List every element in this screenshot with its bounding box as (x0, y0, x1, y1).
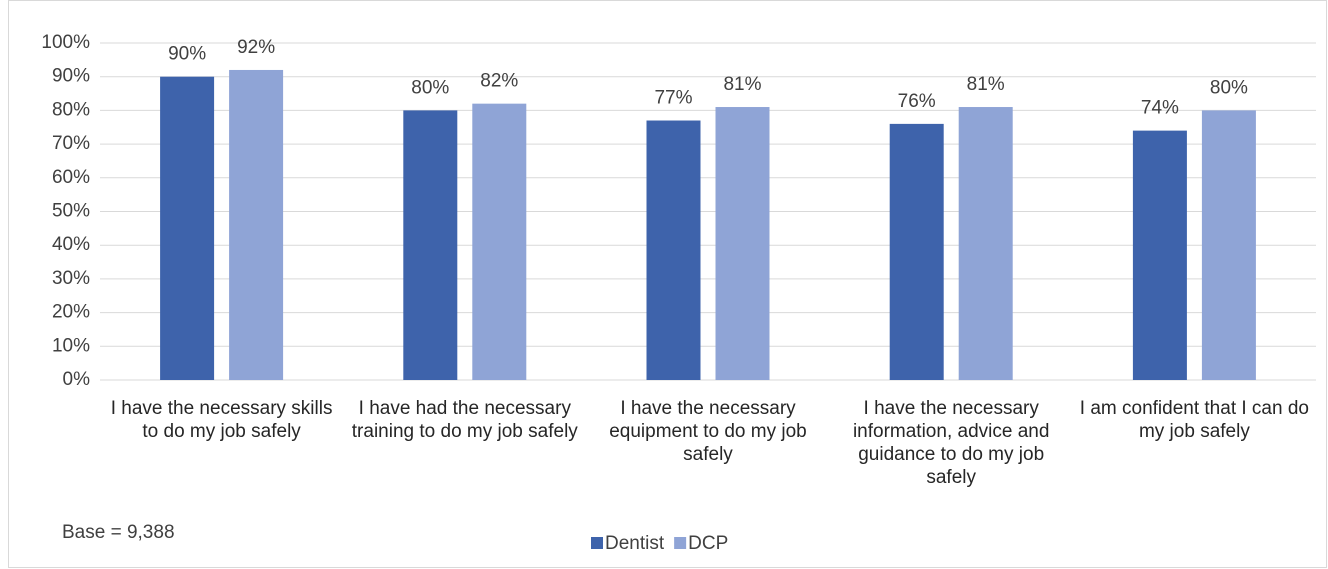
x-tick-label: I have the necessary information, advice… (852, 398, 1050, 488)
chart-border (8, 0, 1327, 568)
legend-swatch (674, 537, 687, 549)
y-tick-label: 50% (52, 201, 90, 222)
bar (646, 120, 701, 380)
x-tick-label: I have the necessary skills to do my job… (110, 398, 333, 442)
data-label: 77% (654, 88, 692, 109)
bar (1201, 110, 1256, 381)
x-tick-label: I have had the necessary training to do … (351, 398, 578, 442)
bar (229, 69, 284, 381)
y-tick-label: 70% (52, 133, 90, 154)
bar (958, 107, 1013, 380)
y-tick-label: 10% (52, 335, 90, 356)
legend-label: DCP (688, 533, 728, 554)
y-tick-label: 80% (52, 99, 90, 120)
bar (889, 123, 944, 380)
y-tick-label: 90% (52, 66, 90, 87)
bar (403, 110, 458, 381)
data-label: 82% (480, 71, 518, 92)
annotation: Base = 9,388 (62, 522, 175, 543)
bar (472, 103, 527, 380)
y-tick-label: 60% (52, 167, 90, 188)
legend-swatch (591, 537, 603, 549)
y-tick-label: 40% (52, 234, 90, 255)
data-label: 80% (411, 77, 449, 98)
bar (1132, 130, 1187, 380)
y-tick-label: 100% (41, 32, 90, 53)
data-label: 81% (967, 74, 1005, 95)
x-tick-label: I have the necessary equipment to do my … (609, 398, 807, 465)
legend-label: Dentist (605, 533, 665, 554)
y-tick-label: 30% (52, 268, 90, 289)
bar (160, 76, 215, 380)
data-label: 90% (168, 44, 206, 65)
bar (715, 107, 770, 380)
data-label: 92% (237, 37, 275, 58)
y-tick-label: 0% (63, 369, 91, 390)
y-tick-label: 20% (52, 302, 90, 323)
data-label: 74% (1141, 98, 1179, 119)
data-label: 80% (1210, 77, 1248, 98)
data-label: 81% (723, 74, 761, 95)
data-label: 76% (898, 91, 936, 112)
x-tick-label: I am confident that I can do my job safe… (1079, 398, 1309, 442)
